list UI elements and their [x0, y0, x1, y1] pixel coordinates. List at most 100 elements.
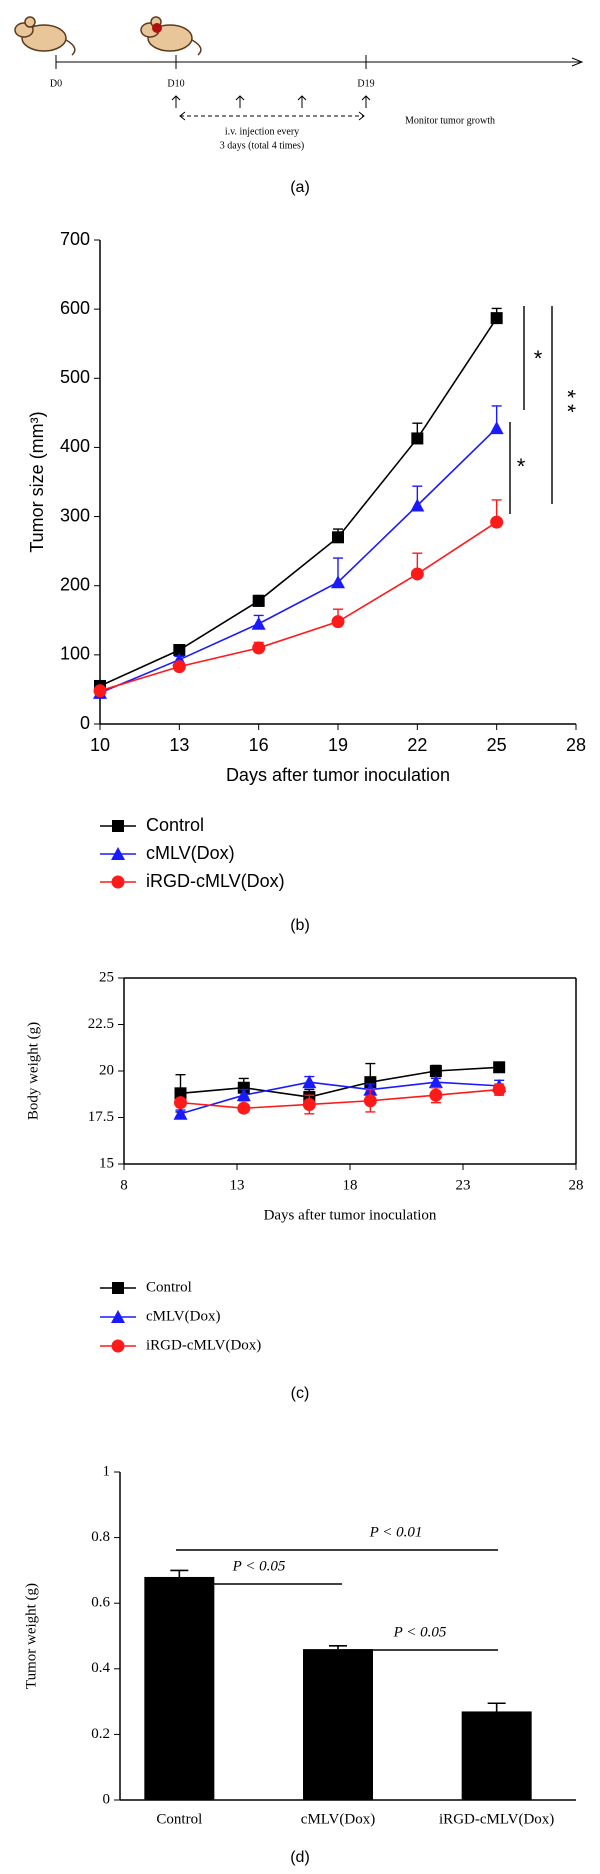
legend-label: cMLV(Dox)	[146, 843, 235, 863]
y-tick-label: 0.2	[91, 1726, 110, 1742]
marker	[237, 1081, 250, 1094]
x-axis-title: Days after tumor inoculation	[226, 765, 450, 785]
y-tick-label: 500	[60, 367, 90, 387]
annotation: *	[534, 346, 543, 371]
marker	[492, 1083, 506, 1097]
timeline-label: D10	[167, 78, 184, 89]
bar	[303, 1649, 373, 1800]
y-tick-label: 0	[103, 1791, 111, 1807]
marker	[493, 1061, 506, 1074]
injection-note: i.v. injection every	[225, 126, 299, 137]
annotation: *	[517, 454, 526, 479]
y-tick-label: 0.8	[91, 1529, 110, 1545]
x-tick-label: 16	[249, 735, 269, 755]
y-tick-label: 22.5	[88, 1016, 114, 1032]
marker	[429, 1088, 443, 1102]
x-tick-label: 23	[456, 1177, 471, 1193]
monitor-note: Monitor tumor growth	[405, 115, 495, 126]
marker	[363, 1094, 377, 1108]
panel-caption: (a)	[290, 179, 310, 196]
marker	[173, 1106, 188, 1120]
panel-caption: (b)	[290, 917, 310, 934]
series-line	[180, 1081, 500, 1115]
y-tick-label: 1	[103, 1463, 111, 1479]
marker	[411, 432, 424, 445]
timeline-label: D19	[357, 78, 374, 89]
legend-label: Control	[146, 1279, 192, 1295]
y-axis-title: Tumor weight (g)	[23, 1583, 39, 1689]
marker	[410, 498, 425, 512]
bar	[461, 1711, 532, 1800]
error-bar	[487, 1702, 506, 1712]
marker	[331, 615, 345, 629]
y-tick-label: 17.5	[88, 1109, 114, 1125]
x-tick-label: 8	[120, 1177, 128, 1193]
x-tick-label: 28	[566, 735, 586, 755]
legend-label: cMLV(Dox)	[146, 1308, 220, 1324]
marker	[173, 644, 186, 657]
marker	[111, 1310, 125, 1323]
x-tick-label: 25	[487, 735, 507, 755]
x-tick-label: Control	[156, 1811, 202, 1827]
y-tick-label: 700	[60, 229, 90, 249]
x-tick-label: 13	[169, 735, 189, 755]
marker	[489, 421, 504, 435]
x-tick-label: 19	[328, 735, 348, 755]
y-tick-label: 100	[60, 644, 90, 664]
marker	[172, 660, 186, 674]
bar	[144, 1576, 215, 1800]
chart: 0 100 200 300 400 500 600 700 Tumor size (mm³) 10…	[27, 229, 586, 891]
y-tick-label: 15	[99, 1155, 114, 1171]
x-tick-label: 10	[90, 735, 110, 755]
series-line	[99, 521, 498, 692]
marker	[251, 616, 266, 630]
x-tick-label: 13	[230, 1177, 245, 1193]
marker	[302, 1075, 317, 1089]
y-tick-label: 400	[60, 436, 90, 456]
marker	[252, 594, 265, 607]
series-line	[99, 317, 498, 687]
y-axis-title: Body weight (g)	[25, 1022, 41, 1120]
annotation: P < 0.05	[232, 1558, 286, 1574]
mouse-icon	[14, 16, 76, 56]
error-bar	[329, 1645, 347, 1650]
marker	[490, 312, 503, 325]
series-line	[180, 1066, 500, 1098]
marker	[364, 1076, 377, 1089]
timeline-diagram: D0 D10 D19 i.v. injection every 3 days (…	[14, 16, 584, 151]
annotation: P < 0.05	[393, 1624, 447, 1640]
mouse-icon-tumor	[140, 16, 202, 56]
annotation: **	[555, 389, 580, 418]
x-tick-label: 22	[407, 735, 427, 755]
y-tick-label: 25	[99, 969, 114, 985]
marker	[111, 847, 125, 860]
marker	[112, 1282, 124, 1294]
y-tick-label: 200	[60, 574, 90, 594]
marker	[174, 1096, 187, 1110]
marker	[93, 684, 107, 698]
y-tick-label: 0.4	[91, 1660, 110, 1676]
y-axis-title: Tumor size (mm³)	[27, 411, 47, 552]
marker	[236, 1088, 251, 1102]
y-tick-label: 0	[80, 713, 90, 733]
marker	[490, 515, 504, 529]
annotation: P < 0.01	[369, 1524, 423, 1540]
timeline-arrow	[571, 57, 584, 67]
marker	[429, 1065, 442, 1077]
marker	[332, 531, 344, 544]
panel-caption: (c)	[291, 1385, 310, 1402]
chart: 0 0.2 0.4 0.6 0.8 1 Tumor weight (g) Control cML…	[23, 1463, 576, 1827]
marker	[302, 1097, 316, 1111]
x-tick-label: iRGD-cMLV(Dox)	[439, 1811, 554, 1827]
timeline-label: D0	[50, 78, 62, 89]
marker	[174, 1087, 187, 1100]
x-tick-label: 18	[343, 1177, 358, 1193]
series-line	[99, 427, 498, 694]
injection-arrows	[171, 95, 371, 121]
legend-label: iRGD-cMLV(Dox)	[146, 871, 285, 891]
y-tick-label: 600	[60, 298, 90, 318]
marker	[111, 875, 125, 889]
x-axis-title: Days after tumor inoculation	[264, 1207, 437, 1223]
y-tick-label: 300	[60, 505, 90, 525]
